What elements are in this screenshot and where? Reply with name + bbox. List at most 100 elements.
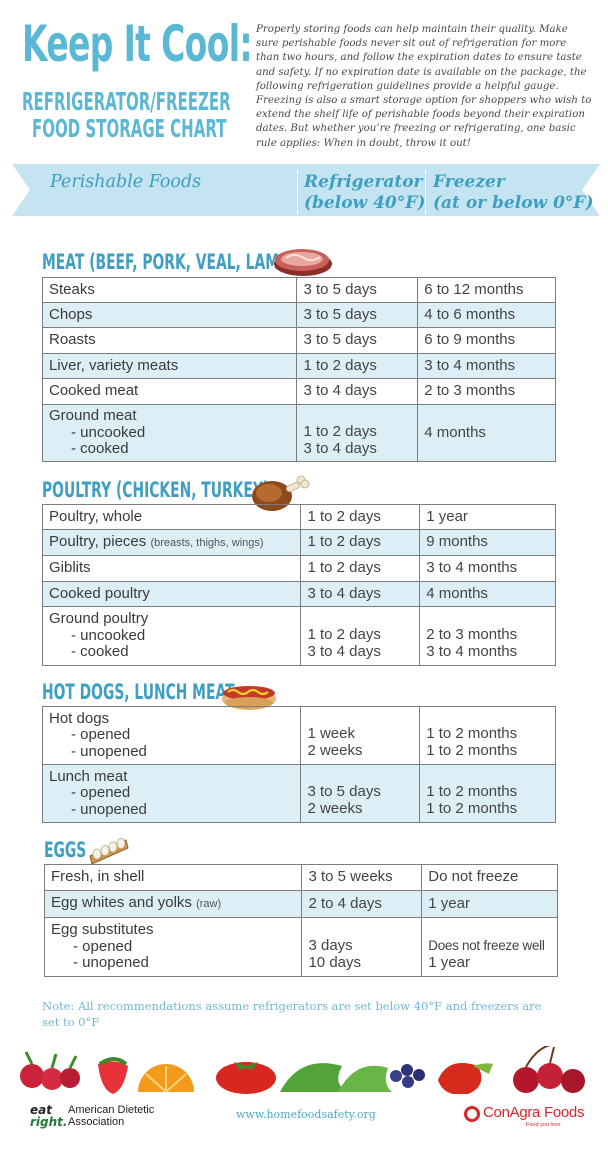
food-name: Ground poultry - uncooked - cooked [41, 606, 302, 666]
title-block: Keep It Cool: REFRIGERATOR/FREEZER FOOD … [22, 14, 253, 142]
table-row: Steaks 3 to 5 days 6 to 12 months [41, 277, 556, 303]
section-title-meat: MEAT (BEEF, PORK, VEAL, LAMB) [42, 250, 296, 274]
food-name: Liver, variety meats [41, 353, 298, 379]
freezer-time: Does not freeze well 1 year [421, 917, 558, 977]
freezer-time-1: 1 to 2 months [426, 783, 518, 800]
food-name-main: Ground meat [49, 407, 137, 425]
table-row: Roasts 3 to 5 days 6 to 9 months [41, 327, 556, 354]
ada-logo-line1: American Dietetic [68, 1104, 155, 1116]
food-name: Steaks [41, 277, 298, 303]
table-row: Poultry, pieces (breasts, thighs, wings)… [41, 529, 556, 556]
intro-paragraph: Properly storing foods can help maintain… [256, 24, 592, 149]
food-sub-1: - uncooked [71, 423, 146, 441]
conagra-logo: ConAgra Foods Food you love [464, 1104, 594, 1128]
freezer-time: 1 year [421, 890, 558, 918]
freezer-time: 6 to 9 months [417, 327, 556, 354]
produce-illustration [20, 1046, 585, 1094]
food-sub-1: - opened [71, 726, 131, 744]
fridge-time: 3 to 5 days [296, 277, 419, 303]
table-row: Egg whites and yolks (raw) 2 to 4 days 1… [43, 890, 558, 918]
fridge-time: 3 to 5 weeks [301, 864, 423, 891]
freezer-time: Do not freeze [421, 864, 558, 891]
freezer-time: 4 to 6 months [417, 302, 556, 328]
freezer-time: 3 to 4 months [417, 353, 556, 379]
header-refrigerator-line2: (below 40°F) [304, 193, 426, 213]
food-name: Cooked meat [41, 378, 298, 405]
fridge-time: 3 to 4 days [300, 581, 421, 607]
section-title-hot-dogs: HOT DOGS, LUNCH MEAT [42, 680, 235, 704]
fridge-time: 2 to 4 days [301, 890, 423, 918]
food-name: Fresh, in shell [43, 864, 303, 891]
table-row: Egg substitutes - opened - unopened 3 da… [43, 917, 558, 977]
banner-ribbon [12, 164, 600, 216]
food-name: Lunch meat - opened - unopened [41, 764, 302, 823]
table-row: Hot dogs - opened - unopened 1 week 2 we… [41, 706, 556, 765]
food-name-main: Ground poultry [49, 610, 149, 628]
freezer-time: 6 to 12 months [417, 277, 556, 303]
food-name: Hot dogs - opened - unopened [41, 706, 302, 765]
food-name: Giblits [41, 555, 302, 582]
freezer-time: 4 months [419, 581, 556, 607]
footnote: Note: All recommendations assume refrige… [42, 999, 542, 1029]
food-sub-1: - opened [73, 937, 133, 955]
freezer-time-1: 2 to 3 months [426, 626, 518, 643]
food-note: (raw) [196, 898, 222, 911]
freezer-time-2: 3 to 4 months [426, 642, 518, 660]
eat-right-mark-line2: right. [30, 1115, 68, 1129]
section-title-eggs: EGGS [44, 838, 87, 862]
fridge-time-1: 3 to 5 days [307, 783, 381, 800]
freezer-time: 3 to 4 months [419, 555, 556, 582]
steak-icon [274, 249, 332, 276]
food-sub-2: - unopened [71, 742, 147, 760]
freezer-time-2: 1 year [428, 953, 470, 971]
food-sub-2: - unopened [71, 800, 147, 818]
header-perishable-foods: Perishable Foods [50, 172, 202, 192]
strawberry-icon [98, 1057, 128, 1094]
freezer-time: 2 to 3 months [417, 378, 556, 405]
freezer-time: 1 year [419, 504, 556, 530]
fridge-time-2: 2 weeks [307, 741, 363, 759]
section-title-poultry: POULTRY (CHICKEN, TURKEY) [42, 478, 270, 502]
table-row: Giblits 1 to 2 days 3 to 4 months [41, 555, 556, 582]
eggs-table: Fresh, in shell 3 to 5 weeks Do not free… [43, 864, 558, 977]
food-name: Poultry, whole [41, 504, 302, 530]
food-sub-2: - cooked [71, 643, 129, 661]
food-name-main: Hot dogs [49, 709, 110, 727]
freezer-time-1: 1 to 2 months [426, 725, 518, 742]
fridge-time: 1 week 2 weeks [300, 706, 421, 765]
food-name-main: Egg whites and yolks [51, 894, 192, 912]
fridge-time-1: 1 to 2 days [307, 626, 381, 643]
freezer-time-1: Does not freeze well [428, 938, 545, 953]
freezer-time: 1 to 2 months 1 to 2 months [419, 764, 556, 823]
eat-right-mark: eat right. [30, 1104, 67, 1128]
fridge-time: 3 to 4 days [296, 378, 419, 405]
food-sub-1: - uncooked [71, 626, 146, 644]
fridge-time: 3 to 5 days [296, 302, 419, 328]
header-freezer: Freezer (at or below 0°F) [433, 172, 594, 214]
fridge-time: 1 to 2 days [300, 555, 421, 582]
cherries-icon [513, 1046, 585, 1093]
food-name-main: Poultry, pieces [49, 532, 147, 550]
fridge-time: 3 to 5 days 2 weeks [300, 764, 421, 823]
food-name: Chops [41, 302, 298, 328]
pepper-icon [438, 1063, 493, 1094]
fridge-time-2: 3 to 4 days [307, 642, 381, 660]
conagra-tagline: Food you love [526, 1122, 561, 1128]
food-name: Ground meat - uncooked - cooked [41, 404, 298, 462]
website-link[interactable]: www.homefoodsafety.org [236, 1108, 376, 1121]
lettuce-icon [280, 1063, 392, 1092]
conagra-circle-icon [464, 1106, 480, 1122]
table-row: Ground poultry - uncooked - cooked 1 to … [41, 606, 556, 666]
food-name-main: Lunch meat [49, 767, 128, 785]
food-sub-2: - cooked [71, 440, 129, 458]
poultry-table: Poultry, whole 1 to 2 days 1 year Poultr… [41, 504, 556, 666]
banner-divider [297, 170, 298, 214]
column-header-banner: Perishable Foods Refrigerator (below 40°… [12, 162, 602, 218]
egg-carton-icon [89, 838, 129, 865]
food-name: Egg whites and yolks (raw) [43, 890, 303, 918]
table-row: Liver, variety meats 1 to 2 days 3 to 4 … [41, 353, 556, 379]
food-name: Egg substitutes - opened - unopened [43, 917, 303, 977]
fridge-time: 1 to 2 days [300, 504, 421, 530]
eat-right-mark-line1: eat [30, 1103, 52, 1117]
food-note: (breasts, thighs, wings) [150, 536, 264, 549]
